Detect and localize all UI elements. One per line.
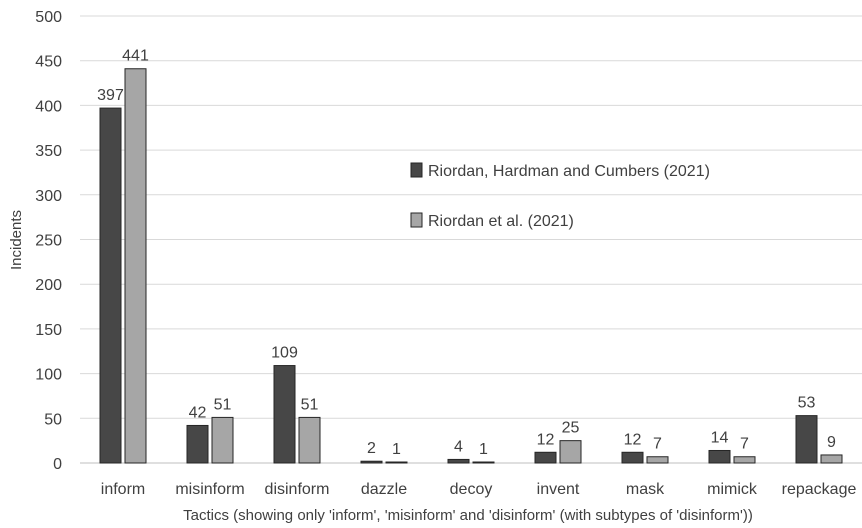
bar-inform-series-1	[99, 107, 122, 464]
legend-swatch-series-1	[410, 162, 423, 178]
legend-swatch-series-2	[410, 212, 423, 228]
y-tick-label: 0	[53, 456, 62, 473]
bar-repackage-series-2	[820, 454, 843, 464]
y-tick-label: 500	[35, 9, 62, 26]
data-label-invent-series-1: 12	[537, 431, 555, 448]
x-axis-title: Tactics (showing only 'inform', 'misinfo…	[183, 507, 753, 524]
y-tick-label: 350	[35, 143, 62, 160]
gridlines	[80, 15, 862, 464]
data-label-dazzle-series-1: 2	[367, 440, 376, 457]
y-tick-label: 250	[35, 233, 62, 250]
legend-label-series-1: Riordan, Hardman and Cumbers (2021)	[428, 163, 710, 180]
data-label-inform-series-2: 441	[122, 48, 149, 65]
bar-decoy-series-2	[472, 461, 495, 464]
data-label-repackage-series-1: 53	[798, 395, 816, 412]
data-label-repackage-series-2: 9	[827, 434, 836, 451]
category-label-repackage: repackage	[782, 481, 857, 498]
bar-dazzle-series-1	[360, 460, 383, 464]
y-tick-label: 200	[35, 277, 62, 294]
bar-invent-series-1	[534, 451, 557, 464]
bar-invent-series-2	[559, 440, 582, 464]
bar-dazzle-series-2	[385, 461, 408, 464]
y-tick-label: 450	[35, 54, 62, 71]
y-axis-ticks: 0 50 100 150 200 250 300 350 400 450 500	[35, 9, 62, 473]
data-label-invent-series-2: 25	[562, 420, 580, 437]
data-label-disinform-series-1: 109	[271, 345, 298, 362]
bar-disinform-series-2	[298, 416, 321, 464]
data-label-inform-series-1: 397	[97, 87, 124, 104]
y-tick-label: 300	[35, 188, 62, 205]
y-tick-label: 400	[35, 98, 62, 115]
data-label-mask-series-2: 7	[653, 436, 662, 453]
bar-repackage-series-1	[795, 415, 818, 464]
y-tick-label: 50	[44, 411, 62, 428]
data-label-misinform-series-2: 51	[214, 396, 232, 413]
category-label-mimick: mimick	[707, 481, 758, 498]
category-label-mask: mask	[626, 481, 665, 498]
data-label-disinform-series-2: 51	[301, 396, 319, 413]
category-label-disinform: disinform	[265, 481, 330, 498]
bar-misinform-series-1	[186, 424, 209, 464]
y-tick-label: 100	[35, 367, 62, 384]
bar-misinform-series-2	[211, 416, 234, 464]
legend: Riordan, Hardman and Cumbers (2021) Riord…	[410, 162, 710, 230]
data-label-mimick-series-1: 14	[711, 429, 729, 446]
data-label-mimick-series-2: 7	[740, 436, 749, 453]
data-label-mask-series-1: 12	[624, 431, 642, 448]
x-axis-categories: inform misinform disinform dazzle decoy inven…	[101, 481, 857, 498]
category-label-dazzle: dazzle	[361, 481, 407, 498]
bar-decoy-series-1	[447, 458, 470, 464]
data-label-decoy-series-1: 4	[454, 438, 463, 455]
category-label-misinform: misinform	[175, 481, 244, 498]
bar-mask-series-1	[621, 451, 644, 464]
bar-disinform-series-1	[273, 365, 296, 464]
data-label-dazzle-series-2: 1	[392, 441, 401, 458]
bar-inform-series-2	[124, 68, 147, 464]
category-label-inform: inform	[101, 481, 145, 498]
data-label-decoy-series-2: 1	[479, 441, 488, 458]
bar-mask-series-2	[646, 456, 669, 464]
y-tick-label: 150	[35, 322, 62, 339]
bar-mimick-series-1	[708, 449, 731, 464]
y-axis-title: Incidents	[8, 210, 25, 270]
legend-label-series-2: Riordan et al. (2021)	[428, 213, 574, 230]
category-label-invent: invent	[537, 481, 580, 498]
bar-mimick-series-2	[733, 456, 756, 464]
data-label-misinform-series-1: 42	[189, 404, 207, 421]
category-label-decoy: decoy	[450, 481, 493, 498]
bars	[99, 68, 843, 464]
